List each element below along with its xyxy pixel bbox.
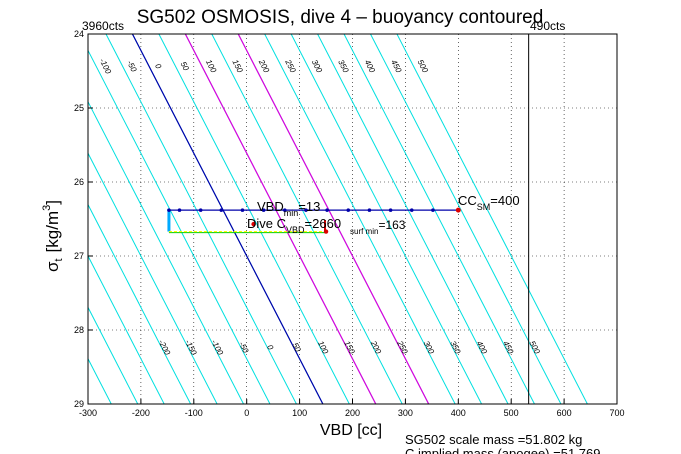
contour-line-cyan <box>290 34 483 404</box>
y-axis-label-sub: t <box>53 258 65 261</box>
dive-marker <box>431 208 435 212</box>
contour-line-cyan <box>88 100 244 404</box>
x-tick-label: -100 <box>185 408 203 418</box>
x-tick-label: 400 <box>451 408 466 418</box>
contour-line-cyan <box>343 34 535 404</box>
x-tick-label: 600 <box>557 408 572 418</box>
annotations: VBDmin=13 CCSM=400 Dive CVBD=2660 surf min=… <box>247 193 520 236</box>
x-tick-label: 500 <box>504 408 519 418</box>
dive-c-annotation: Dive CVBD=2660 <box>247 216 341 235</box>
y-axis-label-sup: 3 <box>41 205 53 211</box>
x-tick-label: 700 <box>609 408 624 418</box>
dive-marker <box>261 208 266 212</box>
y-tick-label: 24 <box>74 29 84 39</box>
contour-line-cyan <box>264 34 456 404</box>
x-axis-label: VBD [cc] <box>320 422 382 439</box>
corner-label-left: 3960cts <box>82 19 124 33</box>
contour-label-bottom: 0 <box>265 343 275 352</box>
contour-lines <box>88 34 588 404</box>
x-tick-label: 300 <box>398 408 413 418</box>
contour-line-cyan <box>88 203 192 404</box>
vbd-min-annotation: VBDmin=13 <box>257 199 320 218</box>
contour-line-magenta <box>184 34 377 404</box>
y-axis-label-unit: [kg/m <box>43 211 62 253</box>
dive-marker <box>304 208 308 212</box>
dive-marker <box>325 208 329 212</box>
surf-min-annotation: surf min=163 <box>350 218 406 236</box>
dive-marker <box>167 208 171 212</box>
y-axis-label-main: σ <box>43 261 62 272</box>
contour-label-top: 0 <box>153 62 163 71</box>
contour-line-cyan <box>317 34 509 404</box>
axes: -300 -200 -100 0 100 200 300 400 500 600 700 24 25 26… <box>74 29 625 418</box>
dive-marker <box>388 208 393 212</box>
footer-scale-mass: SG502 scale mass =51.802 kg <box>405 432 582 447</box>
dive-marker <box>409 208 414 212</box>
contour-line-cyan <box>370 34 562 404</box>
dive-marker <box>198 208 203 212</box>
x-tick-label: -200 <box>132 408 150 418</box>
contour-line-cyan <box>105 34 297 404</box>
chart-title: SG502 OSMOSIS, dive 4 – buoyancy contour… <box>137 7 544 28</box>
y-axis-label-close: ] <box>43 200 62 205</box>
contour-line-cyan <box>211 34 403 404</box>
dive-marker <box>240 208 245 212</box>
y-axis-label: σt [kg/m3] <box>41 200 65 272</box>
contour-line-magenta <box>237 34 430 404</box>
dive-marker <box>219 208 224 212</box>
footer-implied-mass: C implied mass (apogee) =51.769 <box>405 446 600 454</box>
y-tick-label: 28 <box>74 325 84 335</box>
contour-line-cyan <box>88 152 218 404</box>
x-tick-label: 0 <box>244 408 249 418</box>
dive-marker <box>367 208 372 212</box>
contour-line-blue <box>131 34 324 404</box>
svg-text:σt[kg/m3]: σt [kg/m3] <box>41 200 65 272</box>
dive-marker <box>346 208 351 212</box>
cc-sm-annotation: CCSM=400 <box>458 193 520 212</box>
x-tick-label: 100 <box>292 408 307 418</box>
corner-label-right: 490cts <box>530 19 565 33</box>
contour-line-cyan <box>88 306 139 404</box>
dive-path <box>167 207 461 234</box>
contour-line-cyan <box>88 254 165 404</box>
contour-line-cyan <box>158 34 350 404</box>
y-tick-label: 25 <box>74 103 84 113</box>
y-tick-label: 26 <box>74 177 84 187</box>
x-tick-label: 200 <box>345 408 360 418</box>
y-tick-label: 29 <box>74 399 84 409</box>
dive-marker <box>177 208 182 212</box>
dive-marker <box>282 208 287 212</box>
vbd-min-marker <box>251 221 256 227</box>
contour-line-cyan <box>88 49 271 404</box>
cc-sm-marker <box>455 207 461 213</box>
contour-line-cyan <box>396 34 588 404</box>
x-tick-label: -300 <box>79 408 97 418</box>
y-tick-label: 27 <box>74 251 84 261</box>
